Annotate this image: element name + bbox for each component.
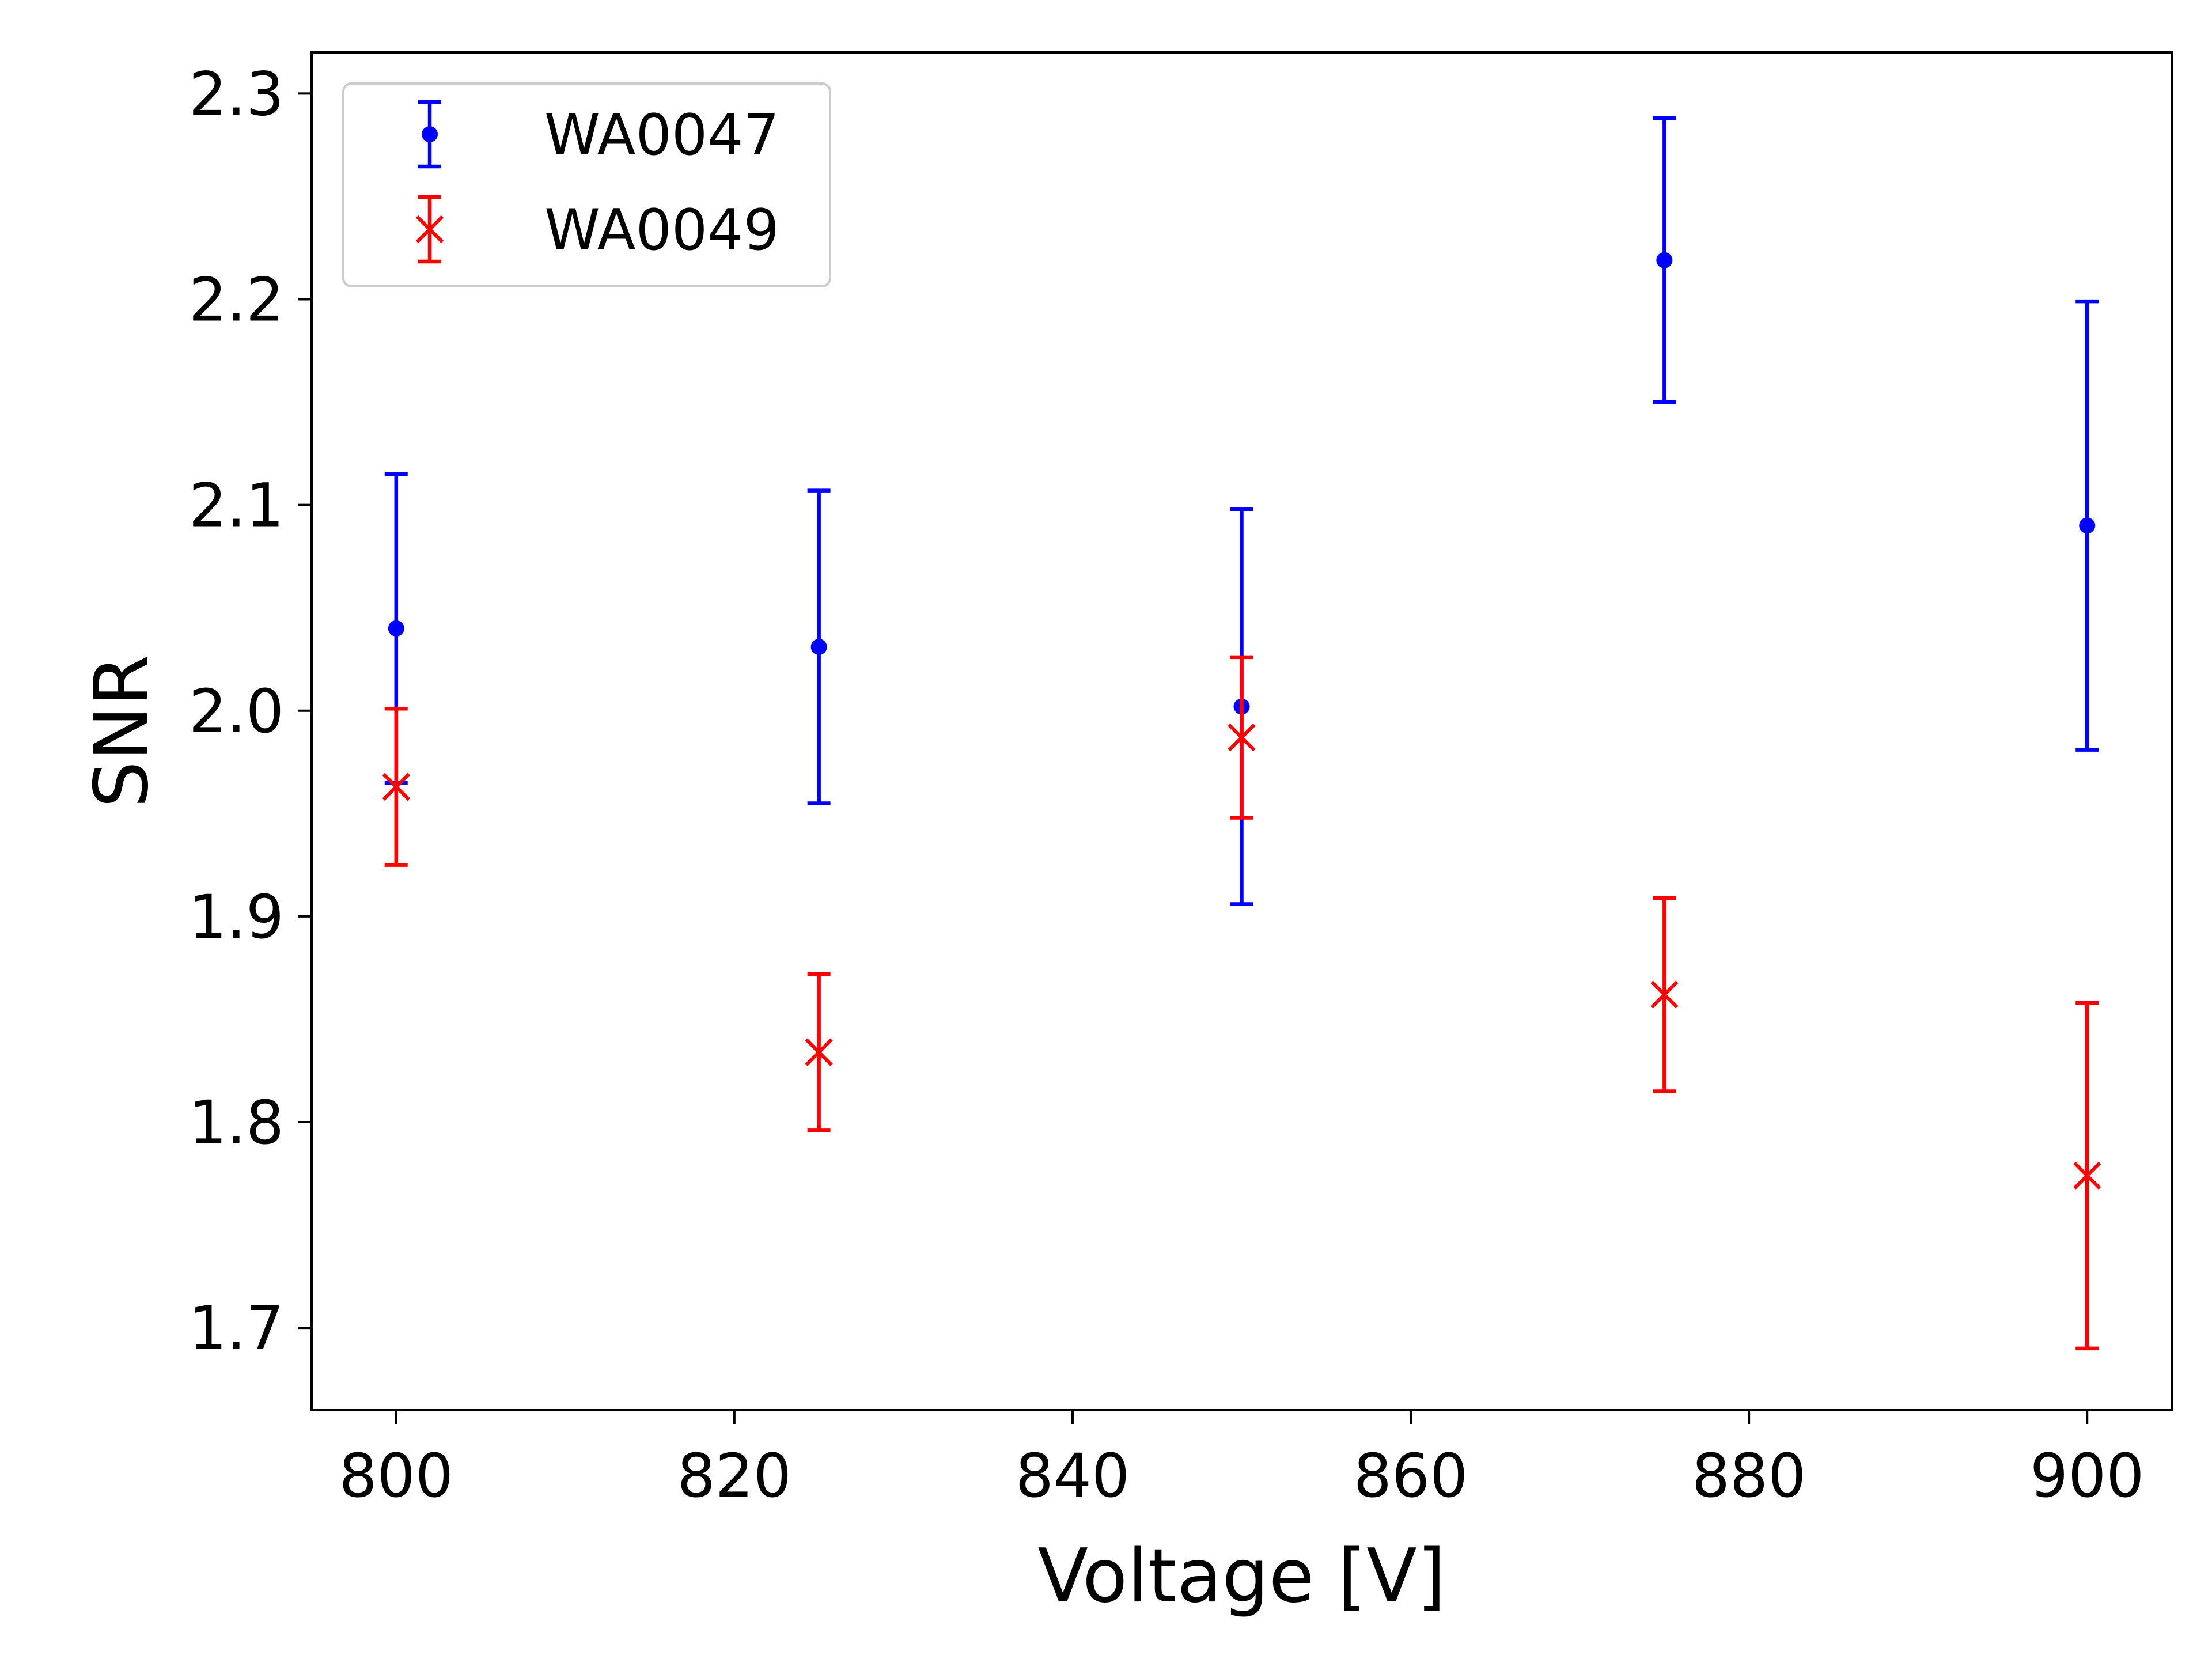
data-point-marker [805,1038,833,1066]
data-point-marker [388,620,404,637]
data-point [1228,655,1256,820]
marker-stroke [415,215,444,244]
x-tick-label: 840 [1016,1441,1130,1511]
y-axis: 1.7 1.8 1.9 2.0 2.1 2.2 2.3 [189,59,312,1363]
marker-stroke [1228,724,1256,752]
x-axis: 800 820 840 860 880 900 [339,1410,2145,1511]
y-tick-label: 1.8 [189,1088,284,1158]
y-tick-label: 1.9 [189,882,284,952]
plot-area [382,116,2101,1351]
data-point-marker [1656,252,1673,268]
data-point-marker [382,772,410,801]
legend-label: WA0047 [544,103,779,168]
x-tick-label: 860 [1354,1441,1468,1511]
legend-entry-wa0049: WA0049 [415,195,779,264]
data-point [382,706,410,867]
data-point [807,488,831,805]
legend: WA0047 WA0049 [342,82,831,287]
data-point [2073,1001,2101,1351]
y-axis-label: SNR [79,655,165,808]
x-tick-label: 820 [677,1441,792,1511]
data-point-marker [415,215,444,244]
marker-stroke [382,772,410,801]
data-point-marker [1228,724,1256,752]
legend-label: WA0049 [544,198,779,263]
data-point-marker [422,126,438,142]
data-point-marker [1650,980,1679,1009]
y-tick-label: 2.1 [189,471,284,541]
legend-box [342,82,831,287]
data-point [805,972,833,1132]
data-point-marker [810,639,827,656]
data-point [2075,299,2099,752]
y-tick-label: 2.3 [189,59,284,129]
marker-stroke [1650,980,1679,1009]
x-axis-label: Voltage [V] [1037,1533,1445,1619]
data-point-marker [2073,1161,2101,1190]
y-tick-label: 2.0 [189,676,284,747]
y-tick-label: 1.7 [189,1293,284,1363]
series-wa0049 [382,655,2101,1351]
y-tick-label: 2.2 [189,265,284,335]
x-tick-label: 900 [2030,1441,2145,1511]
data-point-marker [2079,517,2096,534]
data-point [1650,896,1679,1093]
axes-frame [310,51,2173,1411]
x-tick-label: 800 [339,1441,454,1511]
legend-entry-wa0047: WA0047 [418,100,779,169]
x-tick-label: 880 [1692,1441,1806,1511]
marker-stroke [2073,1161,2101,1190]
marker-stroke [805,1038,833,1066]
data-point [1653,116,1676,404]
